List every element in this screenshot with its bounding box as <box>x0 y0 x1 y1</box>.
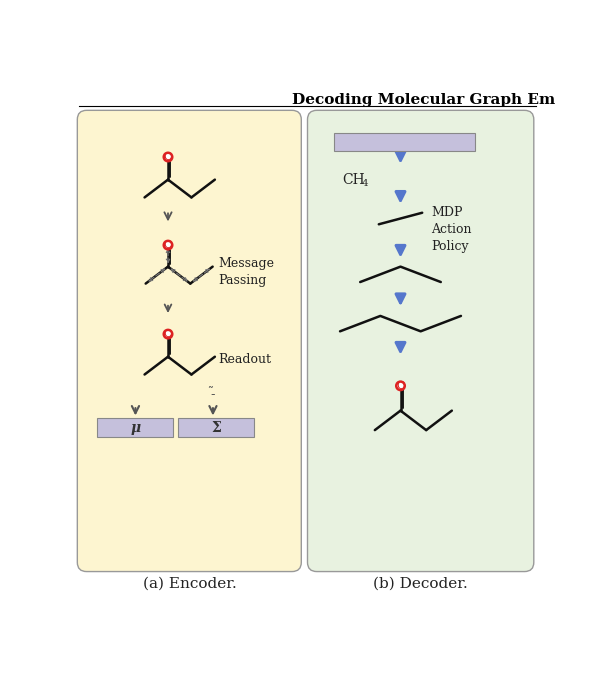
FancyBboxPatch shape <box>308 110 534 572</box>
Circle shape <box>164 153 172 161</box>
FancyBboxPatch shape <box>334 133 475 151</box>
Text: (b) Decoder.: (b) Decoder. <box>373 577 468 591</box>
Text: O: O <box>164 329 172 339</box>
Text: Readout: Readout <box>218 353 271 366</box>
Text: (a) Encoder.: (a) Encoder. <box>143 577 236 591</box>
Circle shape <box>396 382 405 390</box>
Circle shape <box>164 330 172 338</box>
Text: O: O <box>396 381 405 391</box>
Text: μ: μ <box>130 421 140 434</box>
FancyBboxPatch shape <box>178 418 254 436</box>
Circle shape <box>164 241 172 250</box>
Text: O: O <box>164 240 172 250</box>
Text: O: O <box>164 152 172 162</box>
Text: Message
Passing: Message Passing <box>218 257 274 287</box>
Text: CH: CH <box>343 173 365 187</box>
FancyBboxPatch shape <box>97 418 173 436</box>
FancyBboxPatch shape <box>77 110 301 572</box>
Text: 4: 4 <box>362 179 368 188</box>
Text: -: - <box>211 388 215 402</box>
Text: MDP
Action
Policy: MDP Action Policy <box>431 206 472 253</box>
Text: Σ: Σ <box>211 421 221 434</box>
Text: Decoding Molecular Graph Em: Decoding Molecular Graph Em <box>292 93 556 106</box>
